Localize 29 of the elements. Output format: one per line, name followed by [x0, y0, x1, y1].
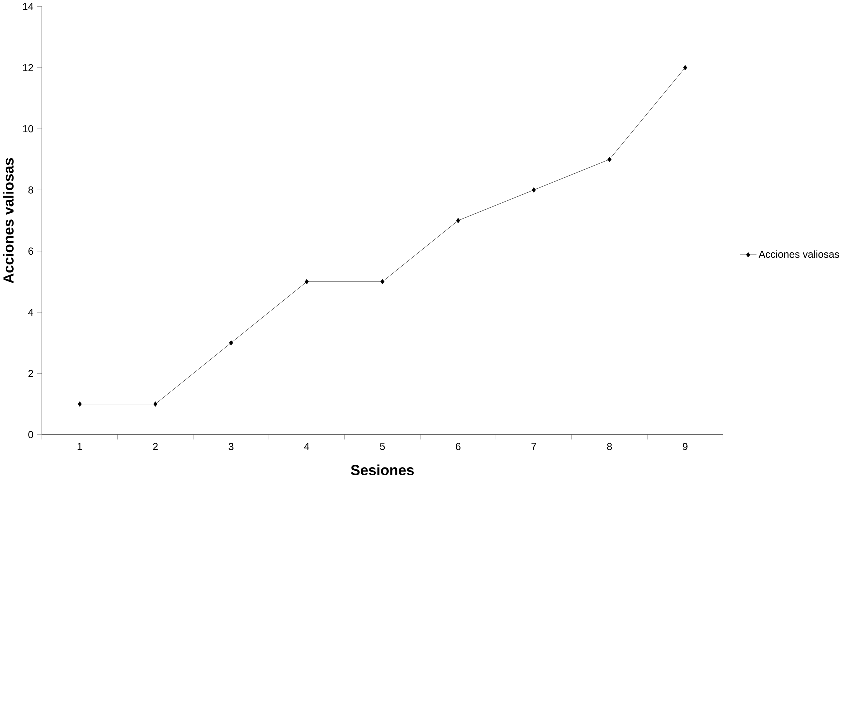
x-tick-label: 4	[304, 443, 310, 450]
x-tick-label: 7	[532, 443, 536, 450]
point	[78, 402, 82, 407]
y-tick-label: 8	[28, 186, 34, 194]
x-tick-label: 9	[683, 443, 688, 450]
x-tick-label: 2	[153, 443, 158, 450]
y-axis-title: Acciones valiosas	[3, 158, 14, 284]
point	[380, 279, 385, 285]
point	[229, 340, 234, 346]
x-tick-label: 3	[228, 443, 234, 450]
point	[154, 402, 158, 407]
point	[532, 188, 536, 193]
point	[683, 65, 688, 71]
legend-label: Acciones valiosas	[758, 250, 840, 258]
y-tick-label: 4	[28, 309, 34, 316]
x-tick-label: 8	[607, 443, 612, 450]
point	[608, 157, 612, 162]
y-tick-label: 14	[23, 3, 34, 10]
x-tick-label: 6	[456, 443, 461, 450]
y-tick-label: 12	[23, 64, 34, 72]
y-tick-label: 10	[23, 125, 34, 133]
y-tick-label: 6	[28, 248, 34, 255]
x-axis-title: Sesiones	[351, 464, 414, 476]
x-tick-label: 5	[380, 443, 386, 450]
point	[456, 218, 460, 224]
point	[304, 279, 310, 285]
y-tick-label: 0	[28, 431, 34, 438]
x-tick-label: 1	[78, 443, 82, 450]
y-tick-label: 2	[28, 370, 34, 378]
